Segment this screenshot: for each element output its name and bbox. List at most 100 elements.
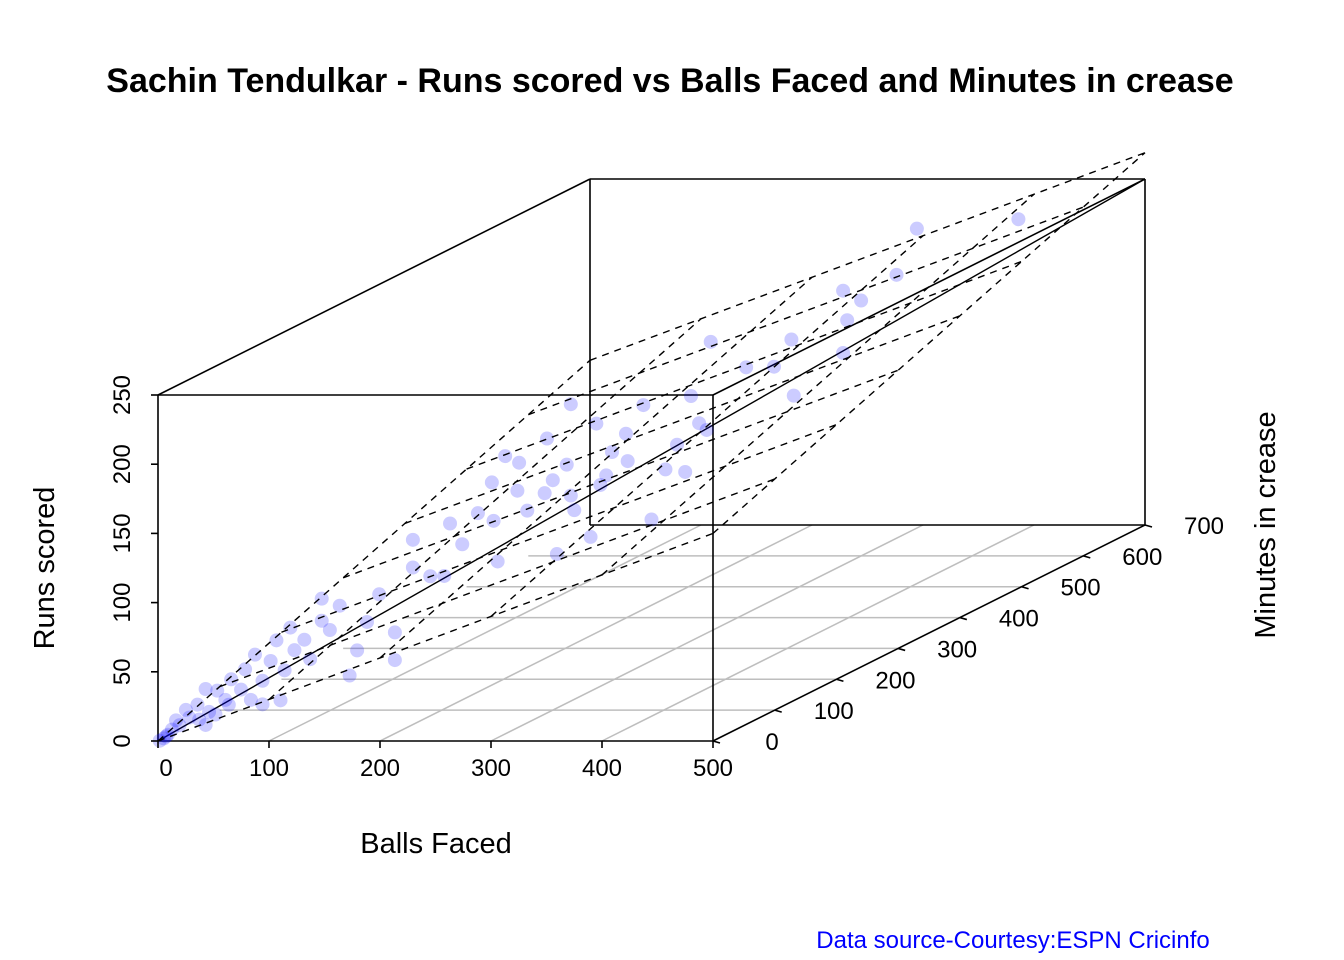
plane-line-minutes: [342, 369, 899, 579]
plane-line-minutes: [281, 423, 837, 633]
plane-line-balls: [601, 193, 1035, 576]
data-point: [784, 332, 799, 347]
y-tick: [774, 709, 782, 713]
plane-line-minutes: [219, 478, 775, 688]
data-point: [498, 449, 513, 464]
data-point: [359, 614, 374, 629]
plane-line-minutes: [589, 152, 1146, 361]
plane-line-balls: [712, 152, 1146, 534]
data-point: [836, 283, 851, 298]
data-point: [221, 697, 236, 712]
data-point: [350, 643, 365, 658]
data-point: [443, 516, 458, 531]
data-point: [703, 334, 718, 349]
regression-plane: [157, 152, 1146, 742]
y-tick: [1144, 524, 1153, 528]
data-point: [567, 503, 582, 518]
data-point: [172, 718, 187, 733]
data-source-note: Data source-Courtesy:ESPN Cricinfo: [816, 927, 1209, 954]
chart-title: Sachin Tendulkar - Runs scored vs Balls …: [106, 62, 1233, 100]
data-point: [545, 473, 560, 488]
data-point: [484, 475, 499, 490]
z-tick-label: 50: [109, 658, 136, 685]
data-point: [840, 313, 855, 328]
data-point: [263, 653, 278, 668]
z-tick-label: 200: [109, 444, 136, 484]
y-axis-label: Minutes in crease: [1250, 411, 1282, 638]
data-point: [836, 345, 851, 360]
data-point: [342, 668, 357, 683]
data-point: [786, 388, 801, 403]
plane-line-balls: [268, 318, 702, 701]
data-point: [297, 632, 312, 647]
floor-grid: [219, 524, 1084, 742]
data-points: [152, 212, 1026, 748]
data-point: [636, 398, 651, 413]
data-point: [678, 464, 693, 479]
data-point: [192, 712, 207, 727]
data-point: [332, 598, 347, 613]
data-point: [618, 426, 633, 441]
data-point: [520, 503, 535, 518]
data-point: [314, 613, 329, 628]
z-tick-label: 100: [109, 583, 136, 623]
data-point: [238, 662, 253, 677]
data-point: [255, 673, 270, 688]
data-point: [283, 620, 298, 635]
y-tick: [1083, 555, 1091, 559]
y-tick-label: 700: [1184, 513, 1224, 540]
y-tick-label: 600: [1122, 544, 1162, 571]
fit-line: [157, 178, 1146, 742]
floor-gridline-balls: [379, 524, 813, 742]
data-point: [218, 692, 233, 707]
data-point: [208, 707, 223, 722]
data-point: [670, 437, 685, 452]
data-point: [178, 702, 193, 717]
data-point: [269, 633, 284, 648]
x-tick-label: 500: [693, 755, 733, 782]
y-tick-label: 500: [1061, 575, 1101, 602]
box-edge: [157, 178, 591, 396]
data-point: [583, 529, 598, 544]
data-point: [243, 692, 258, 707]
y-tick-label: 300: [937, 636, 977, 663]
data-point: [644, 512, 659, 527]
floor-gridline-balls: [490, 524, 924, 742]
x-tick-label: 400: [582, 755, 622, 782]
data-point: [247, 647, 262, 662]
y-tick: [959, 616, 968, 621]
y-tick: [1021, 585, 1029, 590]
data-point: [287, 643, 302, 658]
data-point: [314, 591, 329, 606]
data-point: [182, 710, 197, 725]
data-point: [255, 697, 270, 712]
data-point: [210, 683, 225, 698]
data-point: [322, 623, 337, 638]
floor-gridline-balls: [601, 524, 1035, 742]
data-point: [692, 416, 707, 431]
plane-line-balls: [379, 276, 813, 659]
data-point: [490, 554, 505, 569]
data-point: [234, 682, 249, 697]
z-tick-label: 250: [109, 375, 136, 415]
data-point: [470, 506, 485, 521]
data-point: [372, 587, 387, 602]
data-point: [559, 457, 574, 472]
data-point: [537, 486, 552, 501]
data-point: [512, 455, 527, 470]
z-axis-label: Runs scored: [29, 487, 61, 650]
axes: 0 100 200 300 400 500 0 50 100 150 200 250 0 100 200 30…: [109, 375, 1224, 782]
data-point: [699, 422, 714, 437]
data-point: [387, 625, 402, 640]
y-tick-label: 200: [875, 667, 915, 694]
data-point: [198, 681, 213, 696]
z-tick-label: 0: [109, 734, 136, 747]
z-tick-label: 150: [109, 513, 136, 553]
data-point: [909, 221, 924, 236]
x-tick-label: 300: [471, 755, 511, 782]
data-point: [620, 454, 635, 469]
y-tick-label: 100: [814, 698, 854, 725]
data-point: [658, 462, 673, 477]
data-point: [277, 663, 292, 678]
